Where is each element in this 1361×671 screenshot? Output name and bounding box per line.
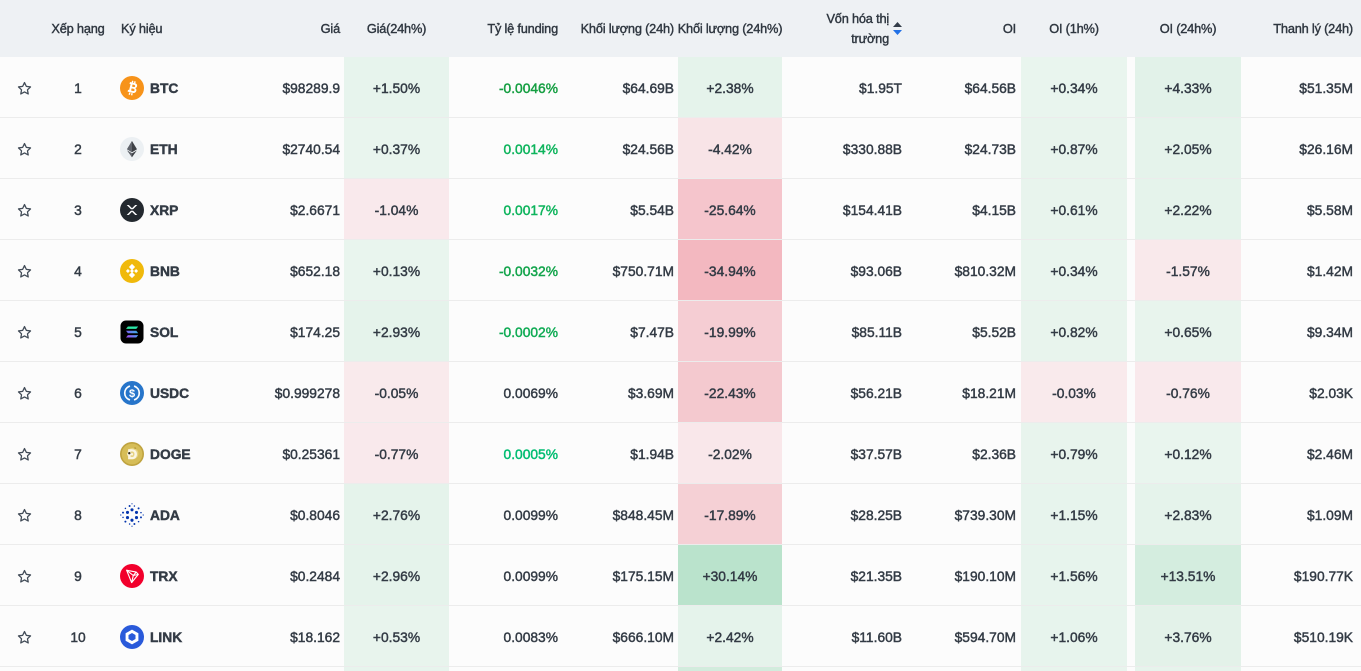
svg-text:$: $ xyxy=(129,388,135,400)
svg-text:Ð: Ð xyxy=(128,447,138,462)
